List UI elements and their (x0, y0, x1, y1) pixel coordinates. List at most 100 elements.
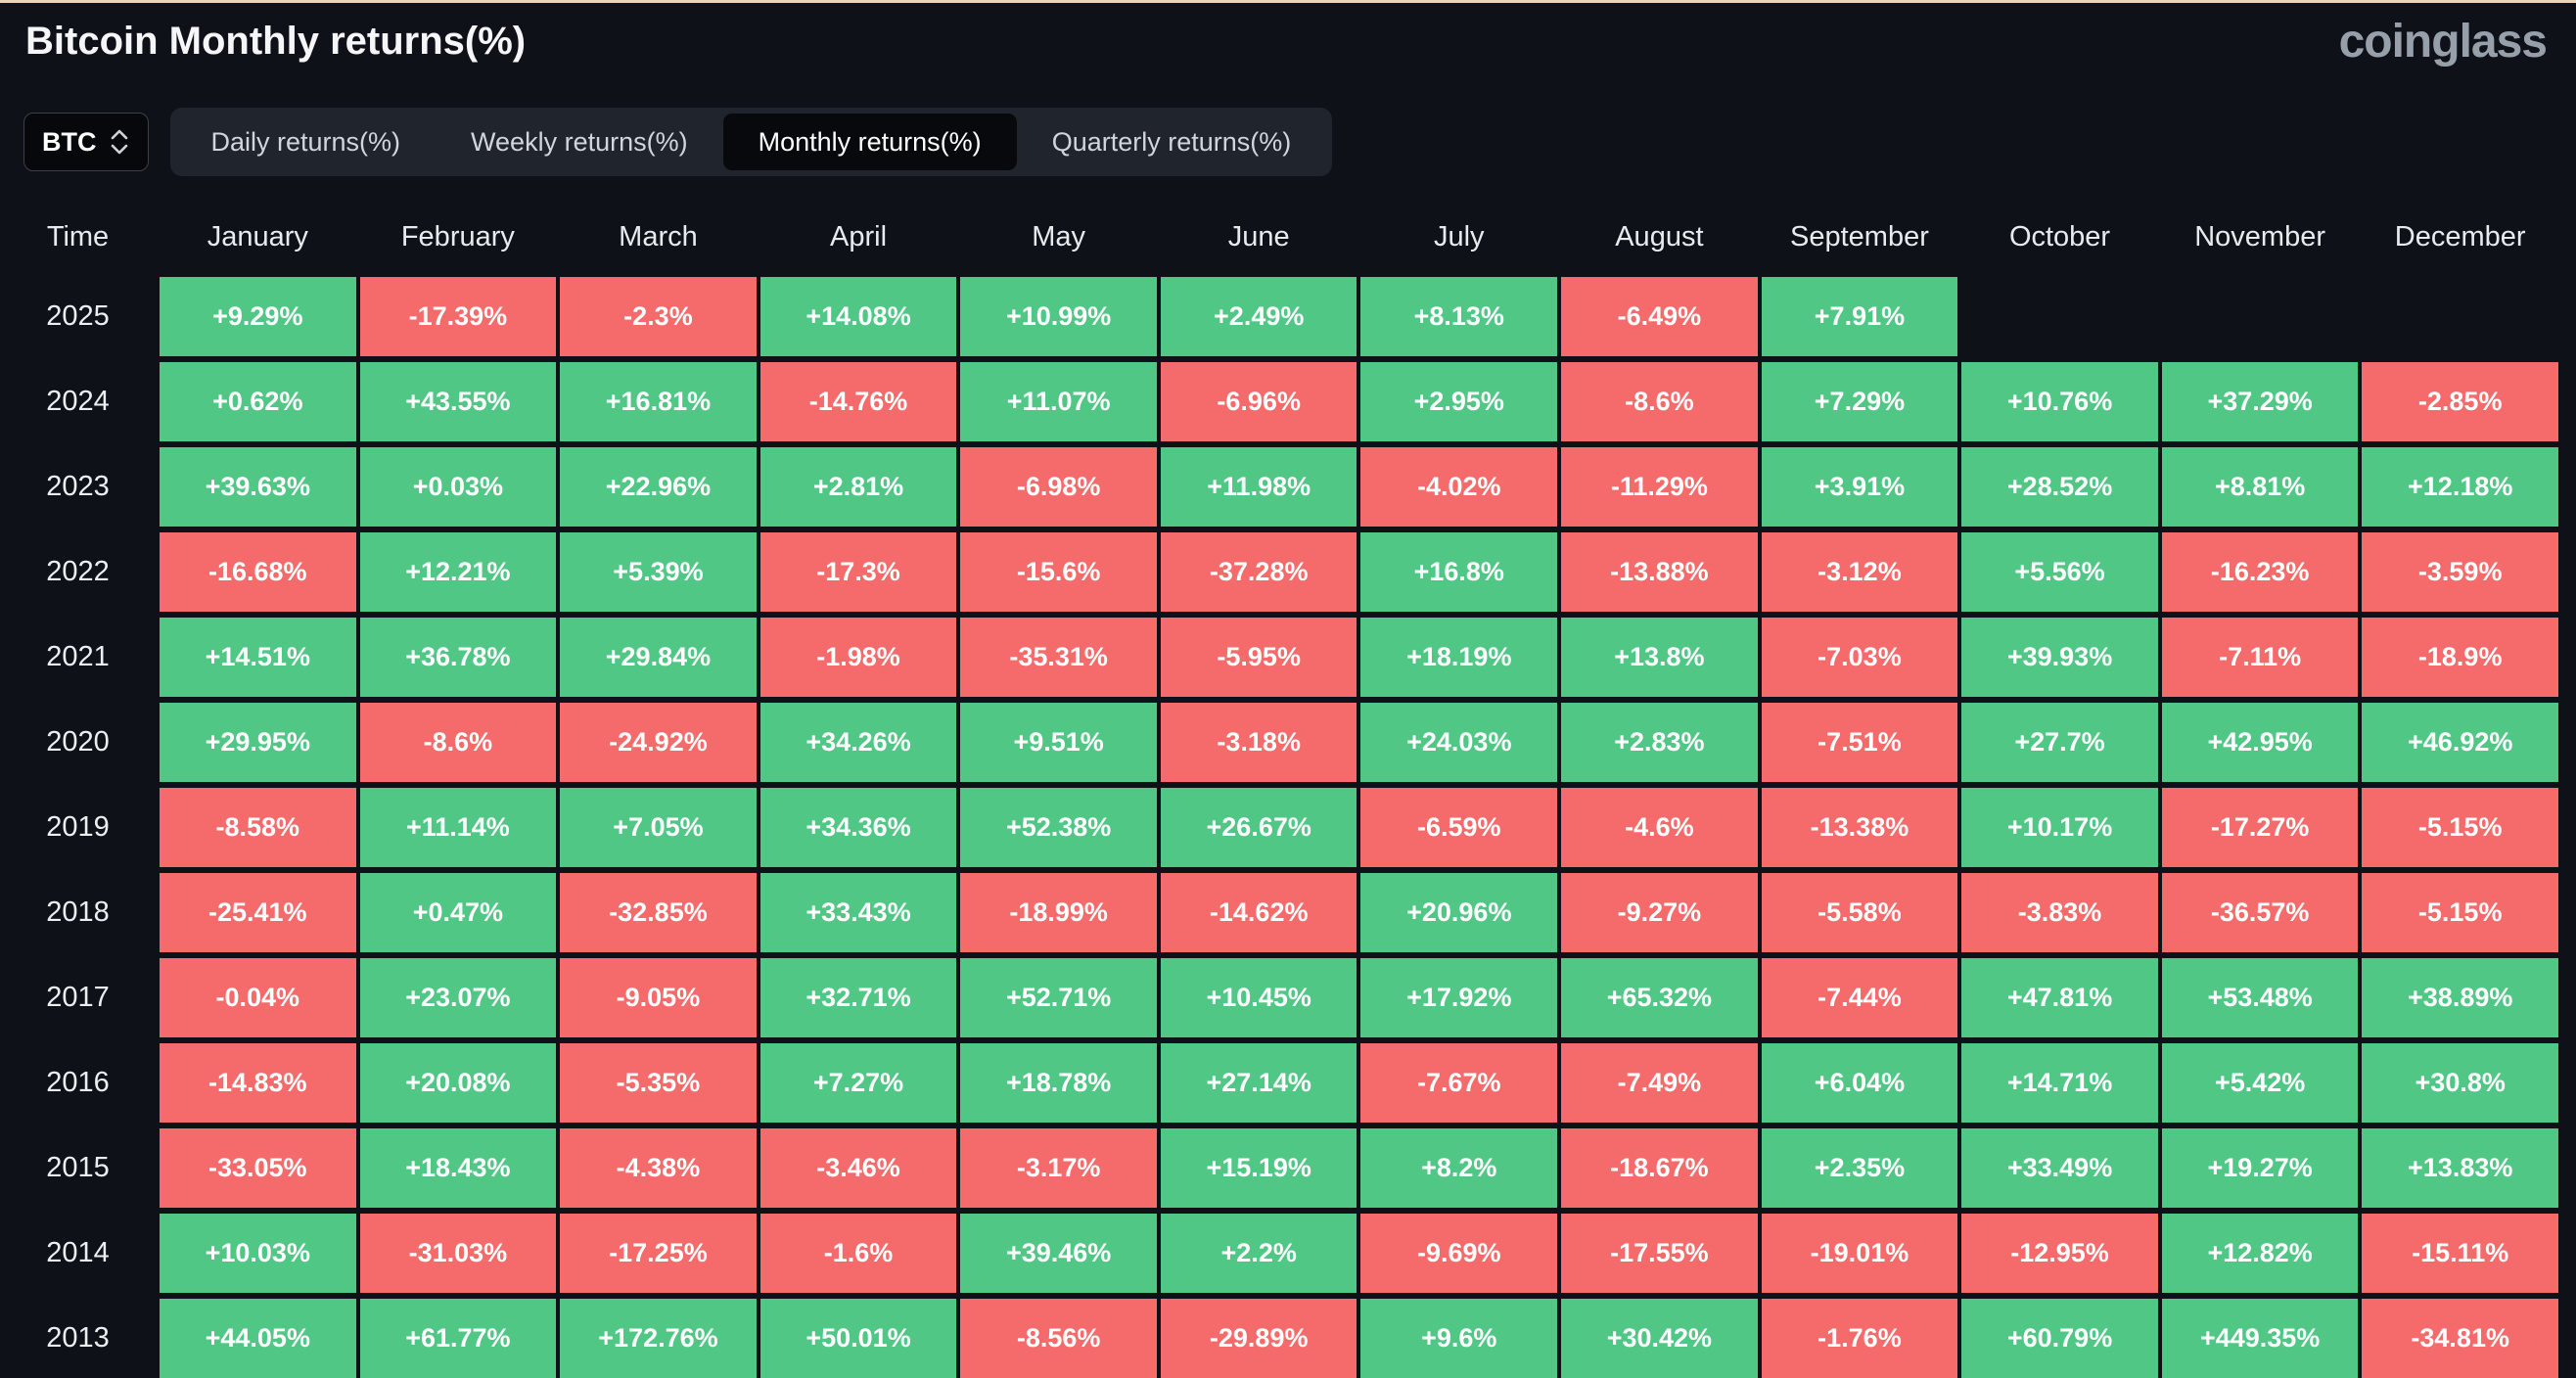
return-cell: +10.45% (1160, 958, 1357, 1037)
return-cell: -19.01% (1761, 1214, 1958, 1293)
return-cell: +34.36% (759, 788, 957, 867)
table-row: 2013 +44.05% +61.77% +172.76% +50.01% -8.56% -… (0, 1299, 2558, 1378)
tab-monthly[interactable]: Monthly returns(%) (722, 114, 1017, 170)
return-cell: +10.17% (1961, 788, 2158, 867)
return-cell: +5.56% (1961, 532, 2158, 612)
table-row: 2024 +0.62% +43.55% +16.81% -14.76% +11.07% -6… (0, 362, 2558, 441)
return-cell: -3.59% (2362, 532, 2558, 612)
return-cell: +7.91% (1761, 277, 1958, 356)
return-cell: -1.98% (759, 618, 957, 697)
return-cell: +2.2% (1160, 1214, 1357, 1293)
return-cell: -5.95% (1160, 618, 1357, 697)
return-cell: -33.05% (160, 1128, 356, 1208)
return-cell (2162, 277, 2359, 356)
coin-selector-value: BTC (42, 126, 97, 157)
year-label: 2013 (46, 1322, 110, 1354)
return-cell: -8.6% (1561, 362, 1758, 441)
return-cell: +36.78% (359, 618, 557, 697)
month-header-row: Time January February March April May June Jul… (0, 202, 2558, 277)
return-cell: +8.13% (1360, 277, 1558, 356)
return-cell: +22.96% (560, 447, 757, 527)
return-cell: -6.98% (960, 447, 1157, 527)
return-cell: -18.99% (960, 873, 1157, 952)
return-cell: +39.93% (1961, 618, 2158, 697)
return-cell: +18.19% (1360, 618, 1558, 697)
return-cell: +11.07% (960, 362, 1157, 441)
month-column-header: August (1615, 221, 1704, 253)
return-cell: -8.56% (960, 1299, 1157, 1378)
return-cell: -15.6% (960, 532, 1157, 612)
return-cell: +14.08% (759, 277, 957, 356)
tab-weekly[interactable]: Weekly returns(%) (471, 126, 688, 157)
year-label: 2022 (46, 556, 110, 587)
return-cell: +26.67% (1160, 788, 1357, 867)
returns-table: Time January February March April May June Jul… (0, 202, 2558, 1378)
table-row: 2019 -8.58% +11.14% +7.05% +34.36% +52.38% +26… (0, 788, 2558, 867)
return-cell: +11.14% (359, 788, 557, 867)
return-cell: +449.35% (2161, 1299, 2359, 1378)
table-row: 2022 -16.68% +12.21% +5.39% -17.3% -15.6% -37.… (0, 532, 2558, 612)
table-row: 2025 +9.29% -17.39% -2.3% +14.08% +10.99% +2.4… (0, 277, 2558, 356)
return-cell: +0.03% (359, 447, 557, 527)
month-column-header: April (830, 221, 888, 253)
return-cell: -12.95% (1961, 1214, 2158, 1293)
return-cell: +15.19% (1160, 1128, 1357, 1208)
table-row: 2014 +10.03% -31.03% -17.25% -1.6% +39.46% +2.… (0, 1214, 2558, 1293)
return-cell: -7.44% (1761, 958, 1958, 1037)
return-cell: +24.03% (1360, 703, 1558, 782)
return-cell: +30.8% (2362, 1043, 2558, 1123)
return-cell: -31.03% (359, 1214, 557, 1293)
return-cell: +38.89% (2362, 958, 2558, 1037)
year-label: 2024 (46, 386, 110, 417)
return-cell: +9.6% (1360, 1299, 1558, 1378)
return-cell: +60.79% (1961, 1299, 2158, 1378)
return-cell: -14.76% (759, 362, 957, 441)
return-cell: +32.71% (759, 958, 957, 1037)
return-cell: +14.51% (160, 618, 356, 697)
month-column-header: March (619, 221, 698, 253)
return-cell: -7.51% (1761, 703, 1958, 782)
return-cell: +0.62% (160, 362, 356, 441)
month-column-header: September (1790, 221, 1929, 253)
return-cell: +50.01% (759, 1299, 957, 1378)
return-cell: -3.12% (1761, 532, 1958, 612)
month-column-header: October (2008, 221, 2111, 253)
return-cell: -5.58% (1761, 873, 1958, 952)
return-cell (1961, 277, 2158, 356)
return-cell: +172.76% (560, 1299, 757, 1378)
tab-daily[interactable]: Daily returns(%) (210, 126, 401, 157)
return-cell: +7.29% (1761, 362, 1958, 441)
return-cell: +39.63% (160, 447, 356, 527)
return-cell: -18.9% (2362, 618, 2558, 697)
return-cell: +2.83% (1561, 703, 1758, 782)
return-cell: +44.05% (160, 1299, 356, 1378)
return-cell: +17.92% (1360, 958, 1558, 1037)
table-row: 2023 +39.63% +0.03% +22.96% +2.81% -6.98% +11.… (0, 447, 2558, 527)
return-cell: -6.96% (1160, 362, 1357, 441)
return-cell: +52.38% (960, 788, 1157, 867)
return-cell: -5.15% (2362, 873, 2558, 952)
return-cell: -2.85% (2362, 362, 2558, 441)
return-cell: +0.47% (359, 873, 557, 952)
return-cell: +8.81% (2161, 447, 2359, 527)
return-cell: +34.26% (759, 703, 957, 782)
year-label: 2016 (46, 1067, 110, 1098)
tab-quarterly[interactable]: Quarterly returns(%) (1051, 126, 1292, 157)
return-cell: -36.57% (2161, 873, 2359, 952)
return-cell: +20.08% (359, 1043, 557, 1123)
return-cell: +43.55% (359, 362, 557, 441)
return-cell: -37.28% (1160, 532, 1357, 612)
return-cell: -9.69% (1360, 1214, 1558, 1293)
table-row: 2017 -0.04% +23.07% -9.05% +32.71% +52.71% +10… (0, 958, 2558, 1037)
return-cell: +18.78% (960, 1043, 1157, 1123)
return-cell: -18.67% (1561, 1128, 1758, 1208)
return-cell: +27.14% (1160, 1043, 1357, 1123)
coin-selector-dropdown[interactable]: BTC (23, 113, 149, 171)
year-label: 2025 (46, 300, 110, 332)
return-cell: +29.95% (160, 703, 356, 782)
return-cell: -6.49% (1561, 277, 1758, 356)
return-cell: +2.35% (1761, 1128, 1958, 1208)
return-cell: -14.62% (1160, 873, 1357, 952)
return-cell: +2.81% (759, 447, 957, 527)
return-cell: -15.11% (2362, 1214, 2558, 1293)
